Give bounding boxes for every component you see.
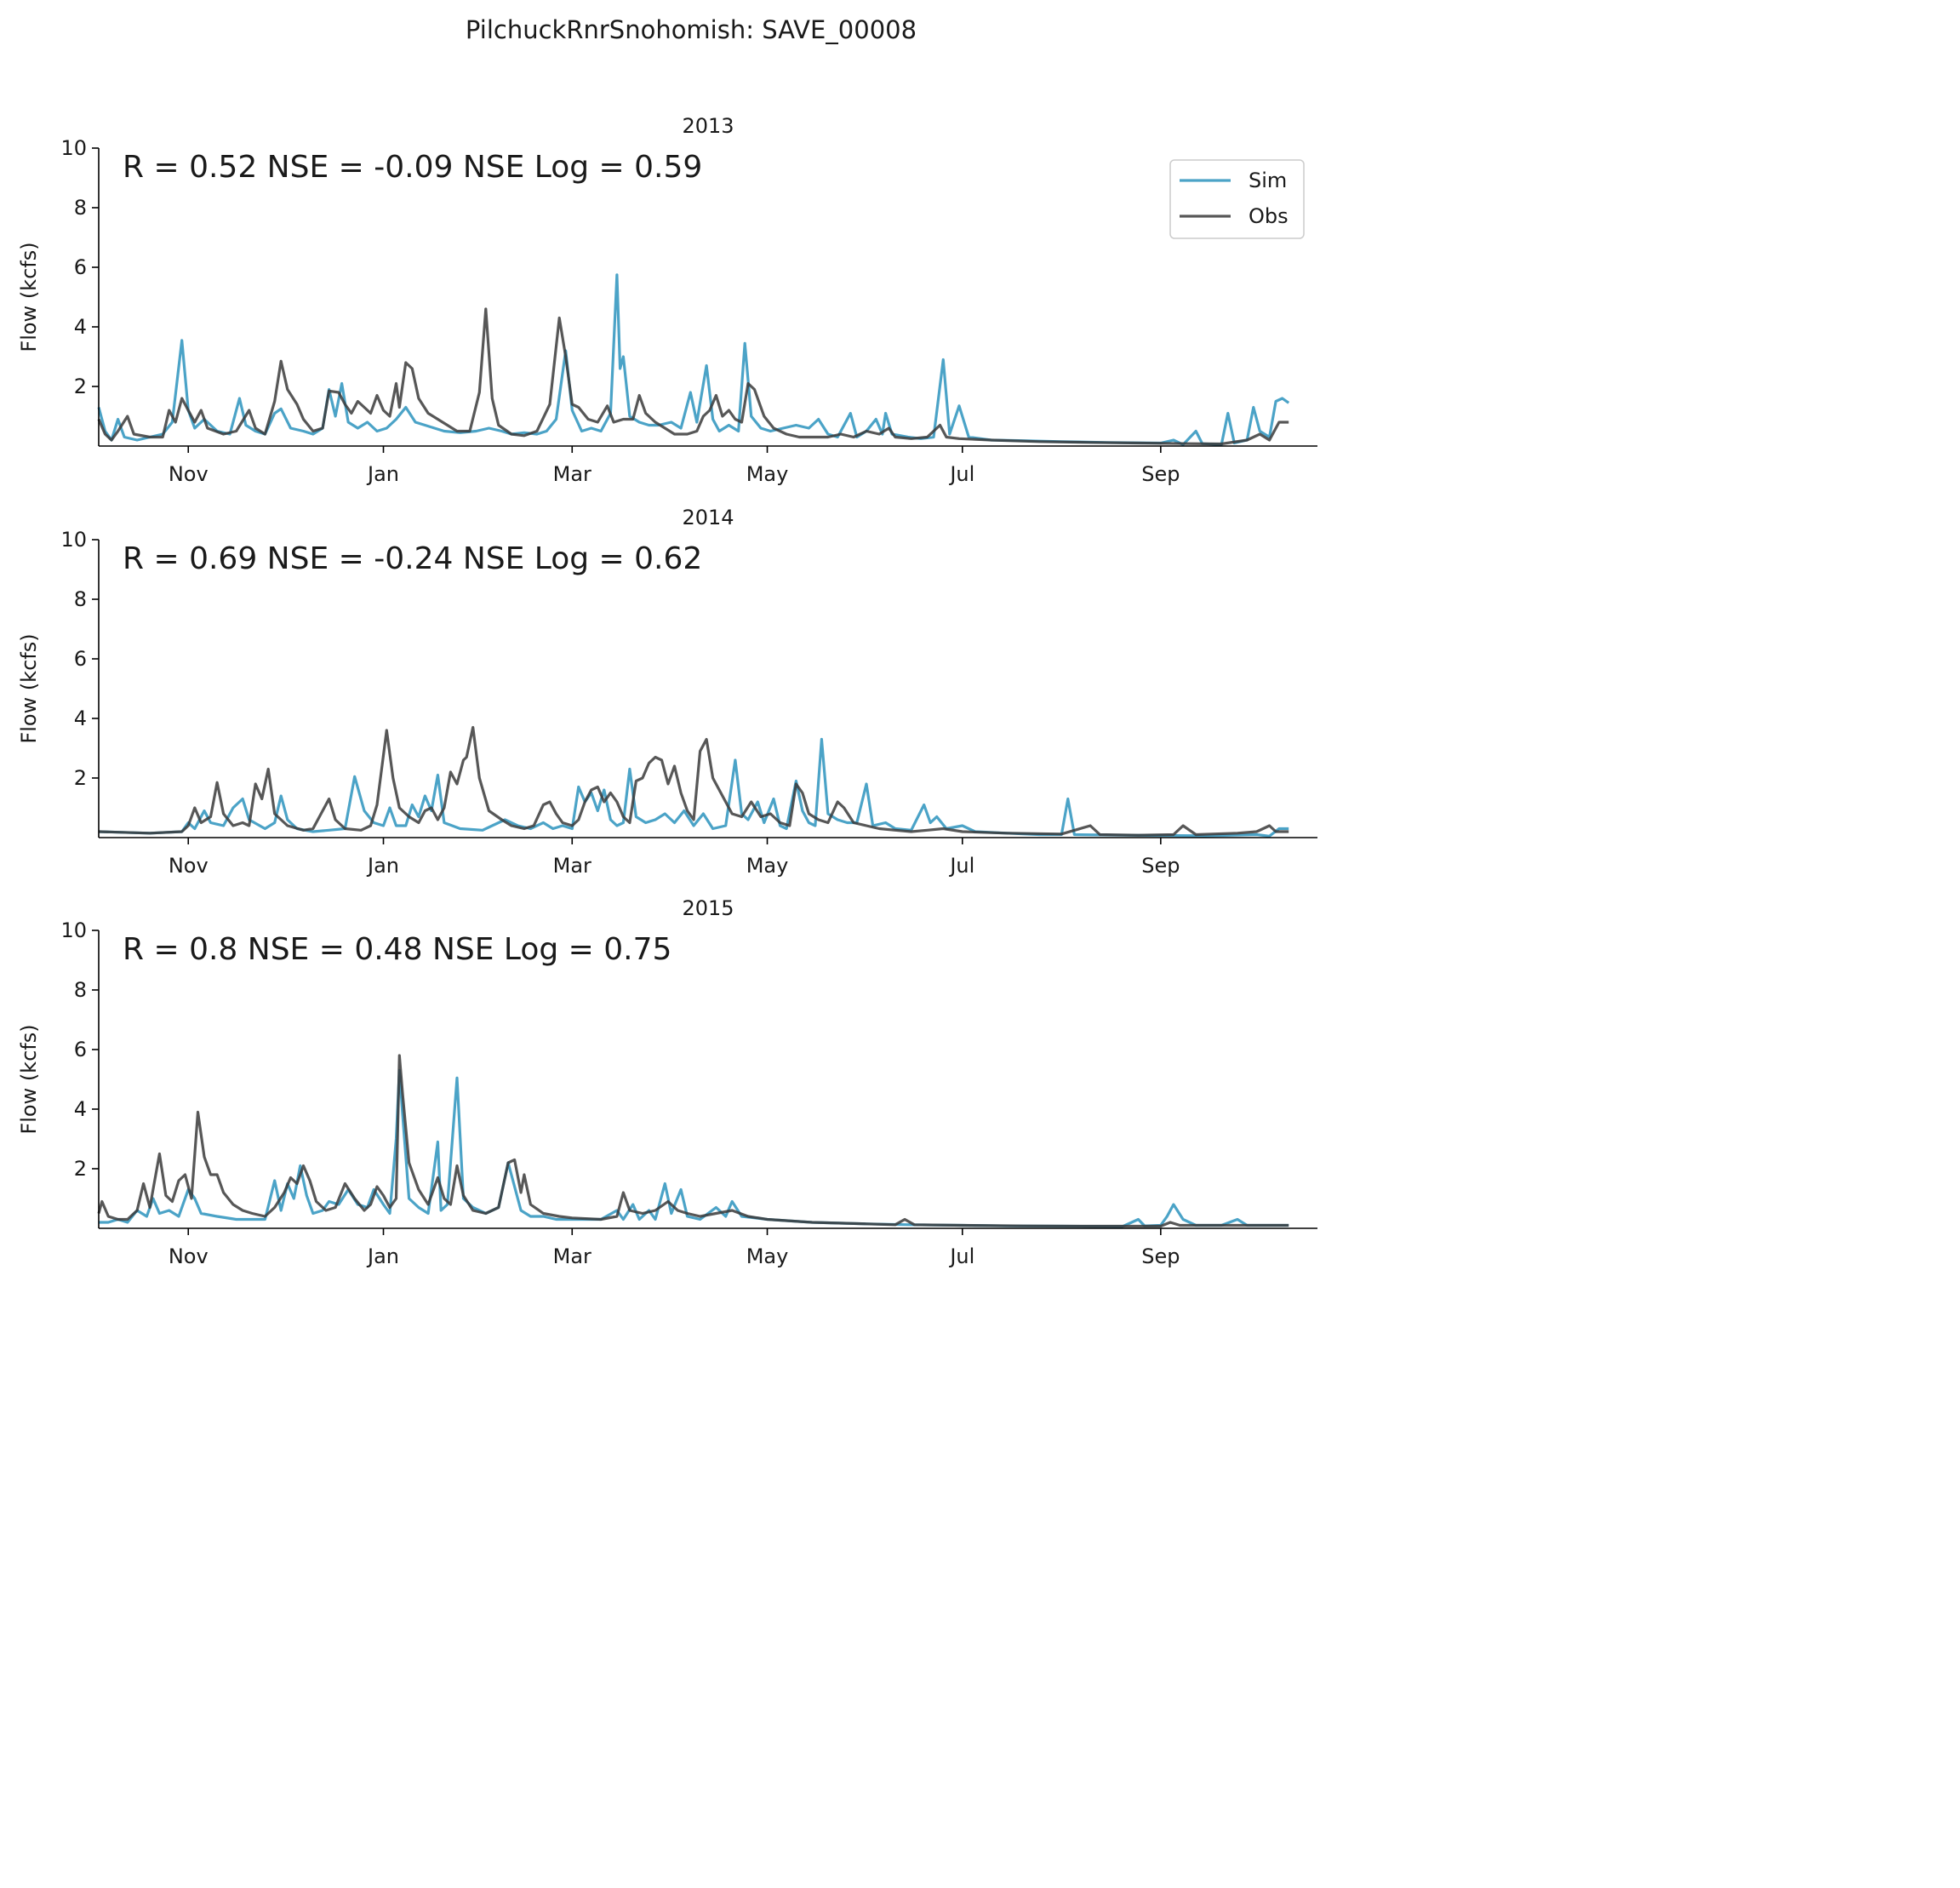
x-tick-label: Jan <box>366 462 399 486</box>
x-tick-label: Jul <box>948 854 974 878</box>
x-tick-label: May <box>746 1244 789 1268</box>
y-tick-label: 10 <box>60 918 87 942</box>
legend-label-sim: Sim <box>1249 169 1287 192</box>
y-tick-label: 6 <box>74 1038 87 1061</box>
series-line-sim <box>98 737 1289 838</box>
figure: PilchuckRnrSnohomish: SAVE_00008 2013 2 4 6… <box>0 0 1328 1279</box>
x-tick-label: Sep <box>1141 462 1180 486</box>
y-tick-label: 8 <box>74 978 87 1002</box>
y-tick-label: 4 <box>74 315 87 339</box>
series-line-obs <box>97 307 1289 446</box>
figure-title: PilchuckRnrSnohomish: SAVE_00008 <box>466 15 917 44</box>
y-tick-label: 10 <box>60 528 87 552</box>
y-tick-label: 2 <box>74 766 87 790</box>
stats-annotation: R = 0.69 NSE = -0.24 NSE Log = 0.62 <box>123 541 702 576</box>
subplot-title: 2013 <box>682 114 734 138</box>
y-tick-label: 8 <box>74 196 87 220</box>
series-line-obs <box>97 1054 1289 1228</box>
x-tick-label: Jan <box>366 854 399 878</box>
y-tick-label: 10 <box>60 136 87 160</box>
x-tick-label: Mar <box>553 1244 591 1268</box>
y-tick-label: 8 <box>74 587 87 611</box>
chart-panel-2015: 2015 2 4 6 8 10 Nov Jan Mar May Jul Sep Flow (kcfs) R… <box>17 896 1317 1268</box>
series-line-sim <box>97 273 1290 446</box>
chart-panels: 2013 2 4 6 8 10 Nov Jan Mar May Jul Sep Flow (kcfs) R… <box>17 114 1317 1268</box>
x-tick-label: Sep <box>1141 854 1180 878</box>
x-tick-label: Nov <box>169 462 209 486</box>
x-tick-label: Sep <box>1141 1244 1180 1268</box>
legend-label-obs: Obs <box>1249 204 1289 228</box>
legend: Sim Obs <box>1169 159 1305 239</box>
x-tick-label: Jul <box>948 462 974 486</box>
x-tick-label: May <box>746 462 789 486</box>
x-tick-label: Jan <box>366 1244 399 1268</box>
x-tick-label: Nov <box>169 854 209 878</box>
series-line-obs <box>98 725 1289 837</box>
y-axis-label: Flow (kcfs) <box>17 242 41 352</box>
y-tick-label: 2 <box>74 375 87 398</box>
chart-canvas: PilchuckRnrSnohomish: SAVE_00008 2013 2 4 6… <box>17 15 1317 1268</box>
y-axis-label: Flow (kcfs) <box>17 1024 41 1134</box>
x-tick-label: Mar <box>553 854 591 878</box>
chart-panel-2014: 2014 2 4 6 8 10 Nov Jan Mar May Jul Sep Flow (kcfs) R… <box>17 506 1317 878</box>
y-tick-label: 6 <box>74 647 87 671</box>
y-axis-label: Flow (kcfs) <box>17 633 41 743</box>
x-tick-label: Jul <box>948 1244 974 1268</box>
subplot-title: 2015 <box>682 896 734 920</box>
y-tick-label: 4 <box>74 1097 87 1121</box>
stats-annotation: R = 0.52 NSE = -0.09 NSE Log = 0.59 <box>123 150 702 185</box>
subplot-title: 2014 <box>682 506 734 529</box>
stats-annotation: R = 0.8 NSE = 0.48 NSE Log = 0.75 <box>123 932 671 967</box>
y-tick-label: 6 <box>74 255 87 279</box>
y-tick-label: 4 <box>74 707 87 730</box>
x-tick-label: Nov <box>169 1244 209 1268</box>
y-tick-label: 2 <box>74 1157 87 1181</box>
chart-panel-2013: 2013 2 4 6 8 10 Nov Jan Mar May Jul Sep Flow (kcfs) R… <box>17 114 1317 486</box>
x-tick-label: May <box>746 854 789 878</box>
x-tick-label: Mar <box>553 462 591 486</box>
